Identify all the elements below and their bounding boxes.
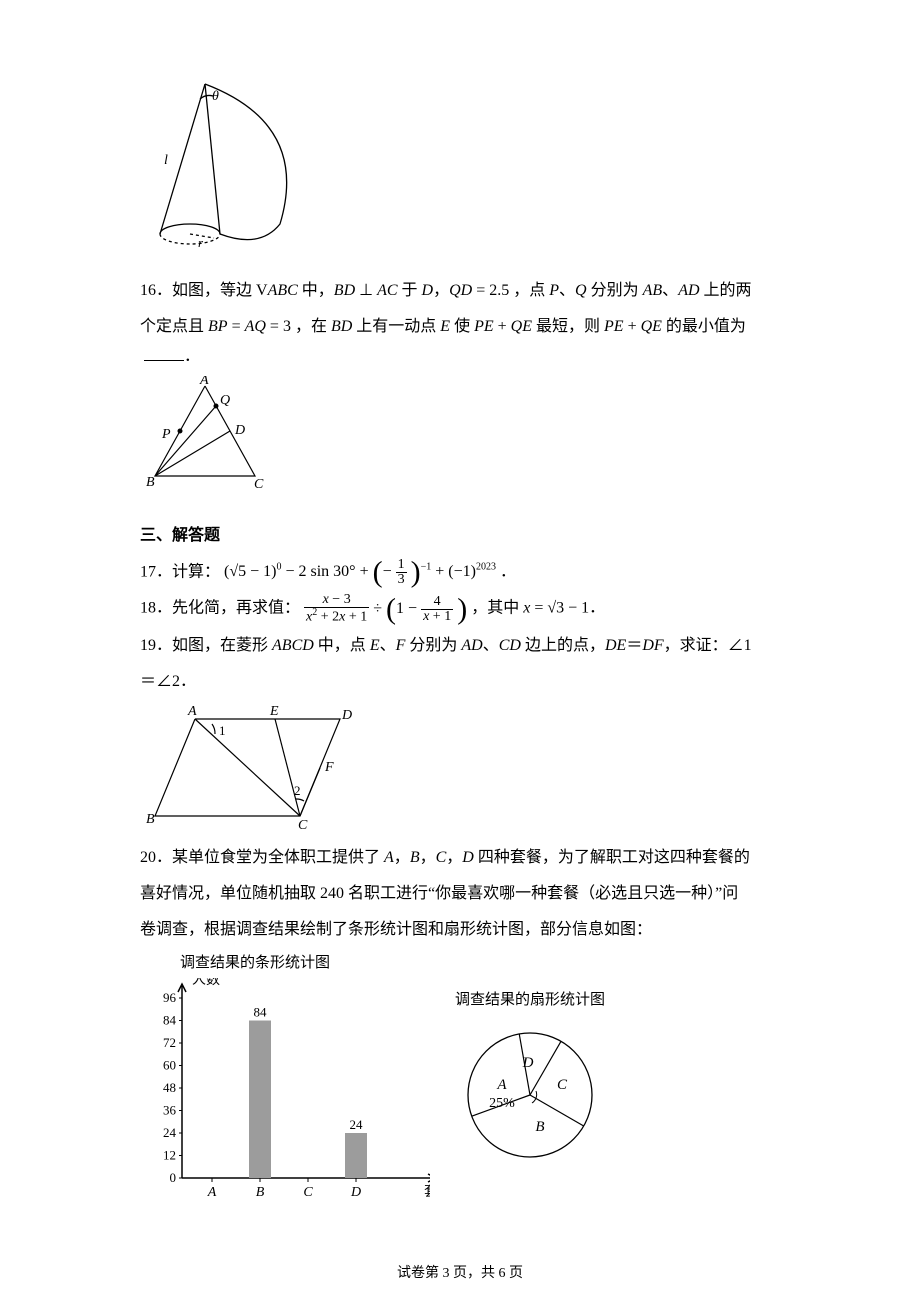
svg-text:2: 2 xyxy=(294,783,301,798)
svg-text:84: 84 xyxy=(163,1012,177,1027)
svg-text:D: D xyxy=(234,423,245,438)
svg-text:A: A xyxy=(496,1077,507,1093)
r-label: r xyxy=(198,235,204,250)
svg-text:36: 36 xyxy=(163,1102,177,1117)
p20b: 喜好情况，单位随机抽取 240 名职工进行“你最喜欢哪一种套餐（必选且只选一种）… xyxy=(140,879,780,909)
bar-chart: 人数套餐 0 12 24 36 48 60 72 84 96 A B 84 C D 24 xyxy=(140,978,430,1208)
pie-chart-block: 调查结果的扇形统计图 A 25% B C D xyxy=(440,988,620,1175)
svg-text:C: C xyxy=(254,477,264,491)
svg-text:D: D xyxy=(350,1185,361,1200)
svg-text:B: B xyxy=(535,1119,544,1135)
p16-line1: 16．如图，等边 VABC 中，BD ⊥ AC 于 D，QD = 2.5 ，点 … xyxy=(140,276,780,306)
svg-text:A: A xyxy=(187,704,197,719)
svg-text:24: 24 xyxy=(350,1117,364,1132)
svg-text:24: 24 xyxy=(163,1125,177,1140)
svg-text:0: 0 xyxy=(170,1170,177,1185)
svg-text:84: 84 xyxy=(254,1004,268,1019)
svg-text:12: 12 xyxy=(163,1147,176,1162)
svg-text:D: D xyxy=(341,708,352,723)
p16-blank xyxy=(144,344,184,361)
pie-chart-title: 调查结果的扇形统计图 xyxy=(440,988,620,1009)
p18-prefix: 18．先化简，再求值： xyxy=(140,600,300,617)
svg-text:60: 60 xyxy=(163,1057,176,1072)
rhombus19-figure: A B C D E F 1 2 xyxy=(140,701,780,831)
triangle16-figure: A B C D P Q xyxy=(140,376,780,491)
svg-text:F: F xyxy=(324,760,334,775)
svg-text:C: C xyxy=(303,1185,313,1200)
svg-text:25%: 25% xyxy=(489,1096,515,1111)
theta-label: θ xyxy=(212,89,219,104)
svg-text:B: B xyxy=(146,812,155,827)
svg-text:C: C xyxy=(557,1077,568,1093)
cone-figure: θ l r xyxy=(140,64,780,264)
svg-text:Q: Q xyxy=(220,393,230,408)
svg-text:1: 1 xyxy=(219,723,226,738)
svg-text:人数: 人数 xyxy=(192,978,220,988)
svg-text:A: A xyxy=(199,376,209,388)
p19a: 19．如图，在菱形 ABCD 中，点 E、F 分别为 AD、CD 边上的点，DE… xyxy=(140,631,780,661)
p20c: 卷调查，根据调查结果绘制了条形统计图和扇形统计图，部分信息如图： xyxy=(140,915,780,945)
svg-text:B: B xyxy=(146,475,155,490)
svg-text:48: 48 xyxy=(163,1080,176,1095)
p16-line2: 个定点且 BP = AQ = 3 ，在 BD 上有一动点 E 使 PE + QE… xyxy=(140,312,780,372)
page-footer: 试卷第 3 页，共 6 页 xyxy=(0,1262,920,1282)
svg-text:P: P xyxy=(161,427,171,442)
svg-text:72: 72 xyxy=(163,1035,176,1050)
section-heading: 三、解答题 xyxy=(140,521,780,545)
svg-text:套餐: 套餐 xyxy=(424,1184,430,1200)
p19b: ＝∠2． xyxy=(140,667,780,697)
svg-text:B: B xyxy=(256,1185,265,1200)
svg-text:96: 96 xyxy=(163,990,177,1005)
svg-text:C: C xyxy=(298,818,308,831)
bar-chart-title: 调查结果的条形统计图 xyxy=(180,951,780,972)
l-label: l xyxy=(164,153,168,168)
p17: 17．计算： (√5 − 1)0 − 2 sin 30° + (− 13 )−1… xyxy=(140,553,780,587)
p18: 18．先化简，再求值： x − 3x2 + 2x + 1 ÷ (1 − 4x +… xyxy=(140,593,780,625)
svg-text:D: D xyxy=(522,1055,534,1071)
p20a: 20．某单位食堂为全体职工提供了 A，B，C，D 四种套餐，为了解职工对这四种套… xyxy=(140,843,780,873)
svg-text:E: E xyxy=(269,704,279,719)
svg-text:A: A xyxy=(207,1185,217,1200)
p17-prefix: 17．计算： xyxy=(140,563,220,580)
